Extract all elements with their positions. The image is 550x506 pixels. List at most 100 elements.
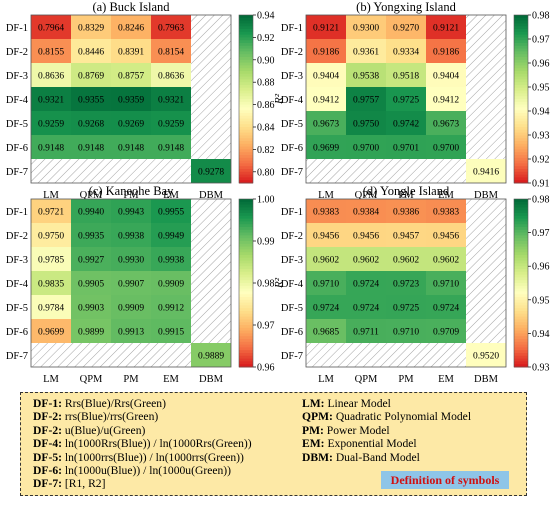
heat-cell: [346, 319, 386, 343]
heat-cell: [346, 39, 386, 63]
colorbar-segment: [514, 76, 528, 80]
colorbar-segment: [239, 76, 253, 80]
colorbar-segment: [239, 316, 253, 320]
x-tick-label: PM: [398, 190, 414, 201]
colorbar-segment: [514, 174, 528, 178]
colorbar-segment: [514, 59, 528, 64]
cell-value-label: 0.9148: [78, 144, 104, 154]
colorbar-segment: [239, 221, 253, 225]
df-definition-line: DF-1: Rrs(Blue)/Rrs(Green): [33, 397, 252, 410]
y-tick-label: DF-1: [281, 207, 303, 218]
colorbar-segment: [239, 166, 253, 170]
colorbar-segment: [239, 333, 253, 337]
colorbar-segment: [239, 285, 253, 290]
df-definition-line: DF-5: ln(1000rrs(Blue)) / ln(1000rrs(Gre…: [33, 451, 252, 464]
empty-cell: [191, 111, 231, 135]
colorbar-segment: [239, 141, 253, 145]
cell-value-label: 0.9383: [433, 208, 459, 218]
heat-cell: [426, 295, 466, 319]
colorbar-segment: [514, 271, 528, 276]
empty-cell: [111, 159, 151, 183]
colorbar-segment: [239, 297, 253, 301]
colorbar-segment: [239, 132, 253, 136]
cell-value-label: 0.9673: [313, 120, 339, 130]
colorbar-segment: [239, 157, 253, 162]
x-tick-label: QPM: [355, 190, 378, 201]
heat-cell: [111, 319, 151, 343]
cell-value-label: 0.9930: [118, 256, 144, 266]
colorbar-segment: [514, 20, 528, 24]
heat-cell: [306, 199, 346, 223]
y-tick-label: DF-5: [281, 119, 303, 130]
model-definition-line: EM: Exponential Model: [302, 437, 471, 450]
cell-value-label: 0.9518: [393, 72, 419, 82]
cell-value-label: 0.9321: [158, 96, 184, 106]
colorbar-label: R²: [548, 277, 550, 289]
colorbar-segment: [239, 160, 253, 164]
heat-cell: [111, 295, 151, 319]
colorbar-frame: [513, 14, 529, 184]
cell-value-label: 0.9757: [353, 96, 379, 106]
cell-value-label: 0.9927: [78, 256, 104, 266]
colorbar-segment: [514, 330, 528, 334]
model-definition-expr: Linear Model: [327, 397, 391, 410]
colorbar-segment: [514, 113, 528, 117]
heat-cell: [31, 15, 71, 39]
colorbar-segment: [514, 157, 528, 162]
df-definition-key: DF-1:: [33, 397, 65, 410]
heat-cell: [466, 159, 506, 183]
colorbar-segment: [514, 358, 528, 362]
cell-value-label: 0.9909: [158, 280, 184, 290]
x-tick-label: PM: [398, 374, 414, 385]
heat-cell: [151, 39, 191, 63]
cell-value-label: 0.9456: [353, 232, 379, 242]
colorbar-tick-label: 0.93: [532, 131, 550, 142]
colorbar-segment: [239, 169, 253, 173]
cell-value-label: 0.9300: [353, 24, 379, 34]
heat-cell: [426, 271, 466, 295]
colorbar-segment: [514, 48, 528, 52]
colorbar-segment: [239, 325, 253, 329]
colorbar-segment: [514, 305, 528, 309]
colorbar-segment: [514, 291, 528, 295]
df-definition-key: DF-2:: [33, 423, 65, 437]
grid-frame: [305, 198, 507, 368]
grid-frame: [30, 198, 232, 368]
colorbar-segment: [514, 101, 528, 106]
colorbar-segment: [514, 213, 528, 217]
x-tick-label: PM: [123, 190, 139, 201]
colorbar-segment: [514, 135, 528, 139]
colorbar-segment: [239, 241, 253, 245]
colorbar-segment: [514, 302, 528, 306]
colorbar-segment: [514, 210, 528, 214]
colorbar-segment: [514, 277, 528, 281]
colorbar-segment: [239, 353, 253, 357]
model-definitions: LM: Linear Model QPM: Quadratic Polynomia…: [302, 397, 471, 464]
colorbar-segment: [514, 43, 528, 47]
cell-value-label: 0.9742: [393, 120, 419, 130]
colorbar-segment: [514, 347, 528, 351]
cell-value-label: 0.9321: [38, 96, 64, 106]
colorbar-segment: [514, 341, 528, 346]
colorbar-segment: [514, 34, 528, 38]
cell-value-label: 0.9700: [433, 144, 459, 154]
colorbar-segment: [239, 330, 253, 334]
panel-title: (b) Yongxing Island: [356, 0, 456, 14]
colorbar-segment: [239, 121, 253, 125]
colorbar-segment: [514, 26, 528, 30]
cell-value-label: 0.9724: [353, 280, 379, 290]
colorbar-segment: [239, 311, 253, 315]
heat-cell: [71, 87, 111, 111]
colorbar-segment: [239, 252, 253, 256]
heat-cell: [31, 295, 71, 319]
empty-cell: [346, 159, 386, 183]
heat-cell: [31, 135, 71, 159]
colorbar-segment: [239, 45, 253, 50]
y-tick-label: DF-3: [6, 71, 28, 82]
cell-value-label: 0.9935: [78, 232, 104, 242]
heat-cell: [151, 223, 191, 247]
colorbar-segment: [239, 319, 253, 323]
heat-cell: [71, 271, 111, 295]
heat-cell: [386, 15, 426, 39]
empty-cell: [71, 343, 111, 367]
